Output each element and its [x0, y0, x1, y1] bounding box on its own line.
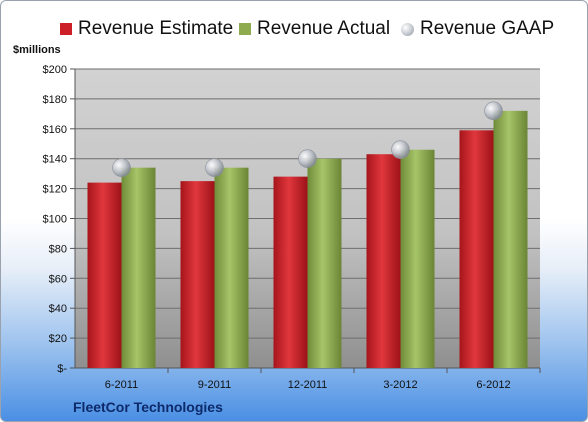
bar-actual	[493, 110, 528, 369]
legend-swatch-actual	[239, 23, 251, 35]
bar-estimate	[87, 182, 122, 368]
y-tick-label: $20	[49, 333, 67, 345]
y-tick-label: $-	[57, 363, 67, 375]
gaap-markers	[112, 101, 503, 177]
x-tick-label: 6-2011	[105, 379, 138, 391]
bar-estimate	[459, 130, 494, 368]
bar-actual	[400, 149, 435, 368]
legend-swatch-estimate	[60, 23, 72, 35]
bar-actual	[121, 167, 156, 368]
company-name: FleetCor Technologies	[73, 399, 223, 415]
bar-actual	[214, 167, 249, 368]
x-tick-label: 6-2012	[476, 379, 510, 391]
y-tick-label: $160	[43, 124, 67, 136]
legend-item-estimate: Revenue Estimate	[60, 15, 233, 43]
legend-item-gaap: Revenue GAAP	[401, 15, 554, 43]
y-tick-label: $40	[49, 303, 67, 315]
marker-gaap	[112, 158, 131, 177]
marker-gaap	[298, 149, 317, 168]
bar-estimate	[273, 176, 308, 368]
y-tick-label: $120	[43, 184, 67, 196]
y-tick-label: $100	[43, 214, 67, 226]
legend-label-actual: Revenue Actual	[257, 18, 391, 39]
bar-estimate	[366, 154, 401, 368]
legend: Revenue Estimate Revenue Actual Revenue …	[1, 15, 587, 43]
y-tick-label: $80	[49, 243, 67, 255]
marker-gaap	[205, 158, 224, 177]
y-axis-units-label: $millions	[13, 44, 61, 56]
x-tick-label: 3-2012	[383, 379, 417, 391]
legend-label-estimate: Revenue Estimate	[78, 18, 234, 39]
legend-dot-gaap	[401, 22, 414, 36]
x-axis-ticks: 6-2011 9-2011 12-2011 3-2012 6-2012	[105, 368, 541, 391]
bar-estimate	[180, 181, 215, 368]
y-tick-label: $60	[49, 273, 67, 285]
x-tick-label: 9-2011	[198, 379, 231, 391]
bars	[87, 110, 528, 369]
bar-actual	[307, 158, 342, 368]
legend-item-actual: Revenue Actual	[239, 15, 390, 43]
legend-label-gaap: Revenue GAAP	[420, 18, 555, 39]
y-tick-label: $200	[43, 64, 67, 76]
marker-gaap	[391, 140, 410, 160]
x-tick-label: 12-2011	[288, 379, 328, 391]
marker-gaap	[484, 101, 503, 121]
y-tick-label: $180	[43, 94, 67, 106]
y-tick-label: $140	[43, 154, 67, 166]
